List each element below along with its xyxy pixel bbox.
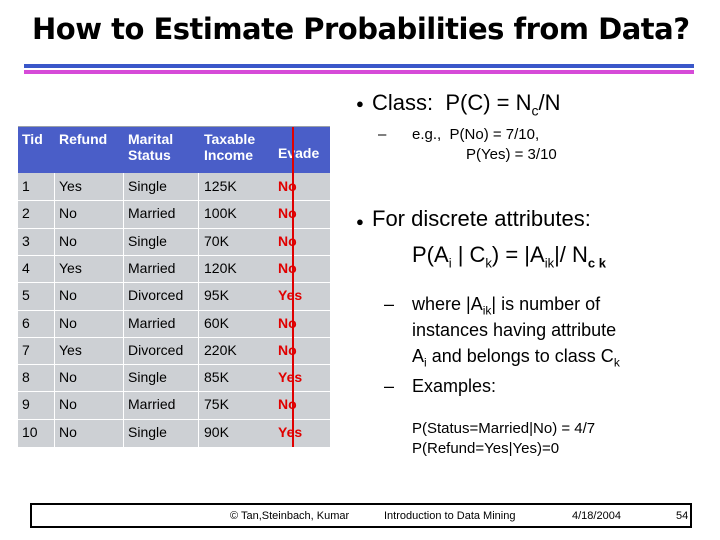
cell-taxable-income: 75K xyxy=(204,396,229,413)
cell-refund: No xyxy=(59,396,77,413)
class-column-divider xyxy=(292,127,294,447)
cell-refund: No xyxy=(59,423,77,440)
cell-tid: 3 xyxy=(22,232,30,249)
cell-tid: 7 xyxy=(22,341,30,358)
bullet-icon: ● xyxy=(356,214,364,229)
cell-tid: 8 xyxy=(22,369,30,386)
dash-icon: – xyxy=(384,294,395,314)
row-divider xyxy=(18,391,330,393)
cell-refund: Yes xyxy=(59,178,82,194)
row-divider xyxy=(18,336,330,338)
table-row: 8 No Single 85K Yes xyxy=(18,364,330,391)
row-divider xyxy=(18,200,330,202)
row-divider xyxy=(18,282,330,284)
table-row: 10 No Single 90K Yes xyxy=(18,419,330,446)
row-divider xyxy=(18,364,330,366)
footer-date: 4/18/2004 xyxy=(572,510,621,522)
table-row: 1 Yes Single 125K No xyxy=(18,173,330,200)
cell-tid: 1 xyxy=(22,178,30,194)
cell-tid: 4 xyxy=(22,259,30,276)
cell-refund: No xyxy=(59,232,77,249)
cell-taxable-income: 95K xyxy=(204,287,229,304)
cell-marital-status: Divorced xyxy=(128,287,184,304)
title-rule-pink xyxy=(24,70,694,74)
row-divider xyxy=(18,418,330,420)
cell-tid: 5 xyxy=(22,287,30,304)
cell-marital-status: Single xyxy=(128,369,167,386)
table-row: 6 No Married 60K No xyxy=(18,310,330,337)
cell-refund: No xyxy=(59,287,77,304)
dash-icon: – xyxy=(378,126,387,143)
cell-refund: No xyxy=(59,205,77,222)
row-divider xyxy=(18,227,330,229)
cell-evade: Yes xyxy=(278,369,303,386)
dash-icon: – xyxy=(384,376,395,396)
cell-evade: Yes xyxy=(278,423,303,440)
example-married-no: P(Status=Married|No) = 4/7 xyxy=(412,420,596,437)
cell-marital-status: Single xyxy=(128,423,167,440)
header-tid: Tid xyxy=(22,131,43,147)
cell-taxable-income: 125K xyxy=(204,178,237,194)
header-refund: Refund xyxy=(59,131,108,147)
cell-marital-status: Divorced xyxy=(128,341,184,358)
example-line-1: e.g., P(No) = 7/10, xyxy=(412,126,540,143)
slide-footer: © Tan,Steinbach, Kumar Introduction to D… xyxy=(30,503,692,528)
table-row: 4 Yes Married 120K No xyxy=(18,255,330,282)
table-row: 7 Yes Divorced 220K No xyxy=(18,337,330,364)
examples-label: Examples: xyxy=(412,376,497,396)
footer-page-number: 54 xyxy=(676,510,689,522)
cell-taxable-income: 70K xyxy=(204,232,229,249)
cell-refund: No xyxy=(59,369,77,386)
table-row: 9 No Married 75K No xyxy=(18,391,330,418)
cell-tid: 6 xyxy=(22,314,30,331)
col-divider xyxy=(54,173,55,447)
cell-marital-status: Married xyxy=(128,314,176,331)
footer-course: Introduction to Data Mining xyxy=(384,510,516,522)
cell-taxable-income: 220K xyxy=(204,341,237,358)
cell-taxable-income: 60K xyxy=(204,314,229,331)
bullet-icon: ● xyxy=(356,96,364,111)
table-row: 5 No Divorced 95K Yes xyxy=(18,282,330,309)
table-row: 3 No Single 70K No xyxy=(18,228,330,255)
discrete-formula: P(Ai | Ck) = |Aik|/ Nc k xyxy=(412,242,606,271)
header-marital-status: Marital Status xyxy=(128,131,174,163)
header-taxable-income: Taxable Income xyxy=(204,131,256,163)
title-rule-blue xyxy=(24,64,694,68)
cell-tid: 9 xyxy=(22,396,30,413)
row-divider xyxy=(18,254,330,256)
training-data-table: Tid Refund Marital Status Taxable Income E… xyxy=(18,126,330,447)
cell-tid: 10 xyxy=(22,423,38,440)
cell-evade: Yes xyxy=(278,287,303,304)
col-divider xyxy=(123,173,124,447)
example-line-2: P(Yes) = 3/10 xyxy=(466,146,557,163)
cell-marital-status: Married xyxy=(128,205,176,222)
cell-refund: Yes xyxy=(59,341,82,358)
class-prior-text: Class: P(C) = Nc/N xyxy=(372,90,561,119)
cell-taxable-income: 85K xyxy=(204,369,229,386)
slide-title: How to Estimate Probabilities from Data? xyxy=(32,12,690,46)
cell-marital-status: Married xyxy=(128,396,176,413)
discrete-heading: For discrete attributes: xyxy=(372,206,591,231)
cell-refund: Yes xyxy=(59,259,82,276)
cell-taxable-income: 90K xyxy=(204,423,229,440)
footer-authors: © Tan,Steinbach, Kumar xyxy=(230,510,350,522)
cell-refund: No xyxy=(59,314,77,331)
col-divider xyxy=(198,173,199,447)
header-evade: Evade xyxy=(278,145,320,161)
cell-marital-status: Single xyxy=(128,232,167,249)
where-line-2: instances having attribute xyxy=(412,320,617,340)
where-line-1: where |Aik| is number of xyxy=(412,294,601,318)
row-divider xyxy=(18,309,330,311)
cell-taxable-income: 120K xyxy=(204,259,237,276)
table-row: 2 No Married 100K No xyxy=(18,200,330,227)
table-header: Tid Refund Marital Status Taxable Income E… xyxy=(18,127,330,173)
cell-tid: 2 xyxy=(22,205,30,222)
cell-marital-status: Single xyxy=(128,178,167,194)
where-line-3: Ai and belongs to class Ck xyxy=(412,346,620,370)
cell-marital-status: Married xyxy=(128,259,176,276)
cell-taxable-income: 100K xyxy=(204,205,237,222)
example-refund-yes: P(Refund=Yes|Yes)=0 xyxy=(412,440,560,457)
